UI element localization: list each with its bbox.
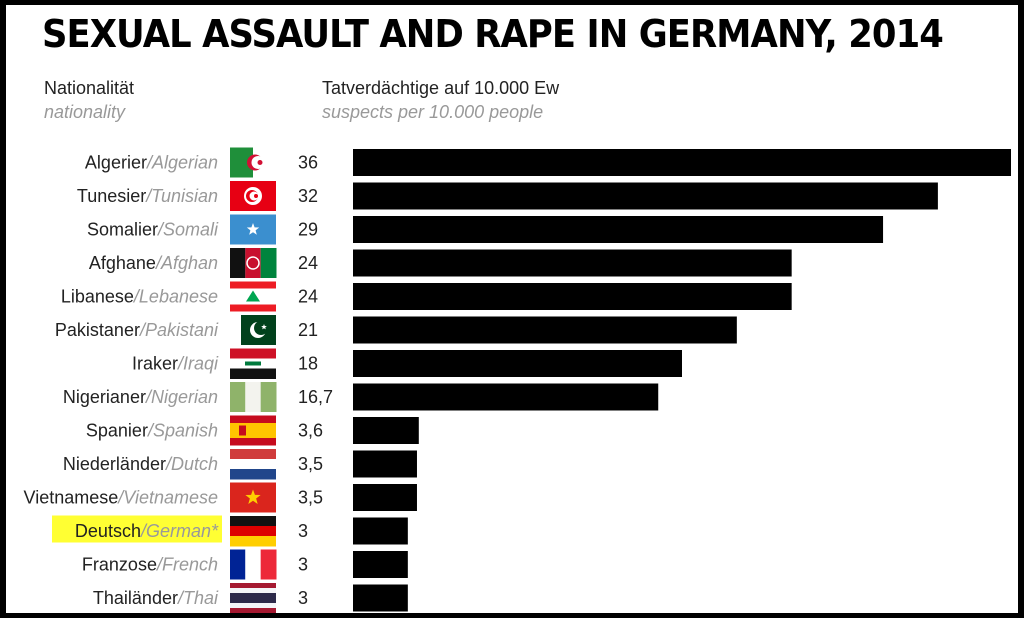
category-label-de: Franzose xyxy=(82,555,157,575)
data-label: 32 xyxy=(298,186,318,206)
value-header-en: suspects per 10.000 people xyxy=(322,102,544,122)
bar xyxy=(353,249,792,277)
data-label: 3 xyxy=(298,588,308,608)
category-label: Iraker/Iraqi xyxy=(132,354,219,374)
bar xyxy=(353,417,419,444)
algeria-flag-icon xyxy=(230,147,276,178)
category-label: Tunesier/Tunisian xyxy=(77,186,218,206)
afghanistan-flag-icon xyxy=(230,248,277,278)
data-label: 24 xyxy=(298,287,318,307)
spain-flag-icon xyxy=(230,415,276,446)
category-label-en: /Spanish xyxy=(146,421,218,441)
chart-title: SEXUAL ASSAULT AND RAPE IN GERMANY, 2014 xyxy=(42,12,944,56)
category-label: Franzose/French xyxy=(82,555,218,575)
data-label: 21 xyxy=(298,320,318,340)
highlight-marker xyxy=(52,515,222,543)
data-label: 3 xyxy=(298,521,308,541)
category-header: Nationalität xyxy=(44,78,135,98)
bar xyxy=(353,484,417,511)
data-label: 3,6 xyxy=(298,421,323,441)
data-label: 3,5 xyxy=(298,454,323,474)
category-label-en: /Dutch xyxy=(164,454,218,474)
category-label: Pakistaner/Pakistani xyxy=(55,320,219,340)
data-label: 16,7 xyxy=(298,387,333,407)
thailand-flag-icon xyxy=(230,583,276,613)
data-label: 24 xyxy=(298,253,318,273)
bar xyxy=(353,584,408,612)
data-label: 3,5 xyxy=(298,488,323,508)
category-label-de: Libanese xyxy=(61,287,134,307)
bar xyxy=(353,350,682,377)
data-label: 18 xyxy=(298,354,318,374)
category-label-de: Spanier xyxy=(86,421,148,441)
bar-chart: Algerier/Algerian 36 Tunesier/Tunisian 32 So… xyxy=(24,147,1011,613)
data-label: 29 xyxy=(298,220,318,240)
category-label-de: Somalier xyxy=(87,220,158,240)
bar xyxy=(353,450,417,478)
category-label-en: /Somali xyxy=(156,220,219,240)
category-label-en: /French xyxy=(155,555,218,575)
category-label-de: Nigerianer xyxy=(63,387,146,407)
bar xyxy=(353,149,1011,176)
category-label-en: /Tunisian xyxy=(144,186,218,206)
iraq-flag-icon xyxy=(230,348,276,379)
category-label: Thailänder/Thai xyxy=(93,588,219,608)
category-label: Niederländer/Dutch xyxy=(63,454,218,474)
category-label: Deutsch/German* xyxy=(75,521,219,541)
bar xyxy=(353,216,884,243)
category-label-en: /Nigerian xyxy=(144,387,218,407)
nigeria-flag-icon xyxy=(230,382,277,412)
category-label-en: /Algerian xyxy=(145,153,218,173)
bar xyxy=(353,316,737,344)
category-label: Somalier/Somali xyxy=(87,220,219,240)
category-label-en: /Thai xyxy=(176,588,219,608)
category-label-en: /Iraqi xyxy=(176,354,219,374)
pakistan-flag-icon xyxy=(230,315,276,345)
category-label: Vietnamese/Vietnamese xyxy=(24,488,218,508)
somalia-flag-icon xyxy=(230,214,276,245)
france-flag-icon xyxy=(230,549,277,580)
bar xyxy=(353,182,938,210)
tunisia-flag-icon xyxy=(230,181,276,211)
category-label: Algerier/Algerian xyxy=(85,153,218,173)
lebanon-flag-icon xyxy=(230,281,276,312)
data-label: 36 xyxy=(298,153,318,173)
germany-flag-icon xyxy=(230,516,276,547)
bar xyxy=(353,517,408,545)
value-header: Tatverdächtige auf 10.000 Ew xyxy=(322,78,560,98)
category-label-de: Iraker xyxy=(132,354,178,374)
bar xyxy=(353,383,659,411)
category-label-en: /Pakistani xyxy=(138,320,219,340)
category-label-en: /Afghan xyxy=(154,253,218,273)
vietnam-flag-icon xyxy=(230,482,276,513)
category-label: Spanier/Spanish xyxy=(86,421,218,441)
category-label: Nigerianer/Nigerian xyxy=(63,387,218,407)
category-label-en: /Lebanese xyxy=(132,287,218,307)
category-label: Libanese/Lebanese xyxy=(61,287,218,307)
category-label-de: Deutsch xyxy=(75,521,141,541)
bar xyxy=(353,283,792,310)
category-label-de: Algerier xyxy=(85,153,147,173)
category-label-de: Niederländer xyxy=(63,454,166,474)
data-label: 3 xyxy=(298,555,308,575)
category-label-en: /German* xyxy=(139,521,219,541)
category-label-de: Pakistaner xyxy=(55,320,140,340)
category-label: Afghane/Afghan xyxy=(89,253,218,273)
category-header-en: nationality xyxy=(44,102,126,122)
category-label-en: /Vietnamese xyxy=(116,488,218,508)
category-label-de: Thailänder xyxy=(93,588,178,608)
category-label-de: Vietnamese xyxy=(24,488,119,508)
bar xyxy=(353,551,408,578)
category-label-de: Tunesier xyxy=(77,186,146,206)
category-label-de: Afghane xyxy=(89,253,156,273)
chart-frame: SEXUAL ASSAULT AND RAPE IN GERMANY, 2014… xyxy=(6,5,1018,613)
netherlands-flag-icon xyxy=(230,449,276,480)
